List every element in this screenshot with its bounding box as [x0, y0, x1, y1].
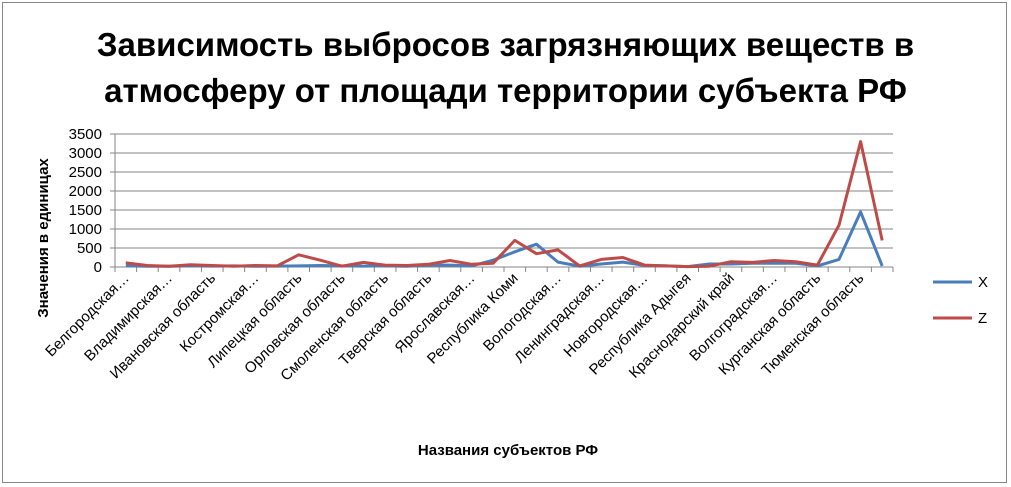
y-tick-label: 500 [77, 240, 102, 257]
series-line-x [125, 210, 884, 269]
chart-title-line-2: атмосферу от площади территории субъекта… [104, 72, 907, 109]
x-tick-label: Вологодская… [480, 270, 565, 355]
legend: XZ [933, 274, 988, 327]
legend-label-x: X [978, 274, 988, 291]
x-axis-ticks: Белгородская…Владимирская…Ивановская обл… [42, 267, 894, 384]
y-tick-label: 2000 [69, 183, 102, 200]
y-tick-label: 3500 [69, 126, 102, 143]
y-tick-label: 0 [94, 259, 102, 276]
y-axis-ticks: 0 500 1000 1500 2000 2500 3000 3500 [69, 126, 115, 276]
chart-title-line-1: Зависимость выбросов загрязняющих вещест… [96, 26, 915, 63]
x-axis-title: Названия субъектов РФ [418, 442, 598, 459]
y-tick-label: 2500 [69, 164, 102, 181]
gridlines [114, 133, 893, 268]
y-tick-label: 1000 [69, 221, 102, 238]
y-tick-label: 1500 [69, 202, 102, 219]
chart-title: Зависимость выбросов загрязняющих вещест… [0, 22, 1011, 114]
y-axis-title: Значения в единицах [35, 158, 52, 318]
series-line-z [125, 140, 884, 269]
y-tick-label: 3000 [69, 145, 102, 162]
series-lines [125, 140, 884, 269]
legend-label-z: Z [978, 310, 987, 327]
